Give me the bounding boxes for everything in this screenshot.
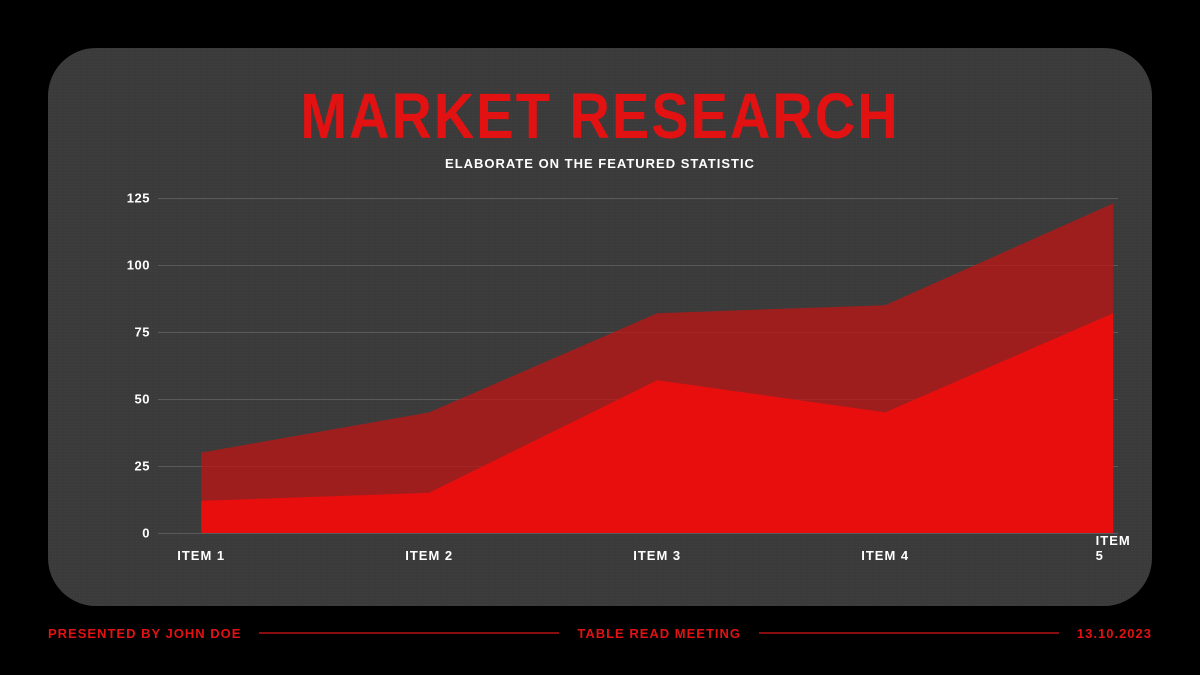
x-tick-label: ITEM 3	[633, 548, 681, 563]
x-tick-label: ITEM 5	[1096, 533, 1131, 563]
footer-date: 13.10.2023	[1077, 626, 1152, 641]
y-tick-label: 100	[118, 258, 150, 273]
y-tick-label: 0	[118, 526, 150, 541]
y-tick-label: 50	[118, 392, 150, 407]
grid-line	[158, 533, 1118, 534]
footer-meeting: TABLE READ MEETING	[577, 626, 741, 641]
slide-title: MARKET RESEARCH	[48, 78, 1152, 153]
chart-area: 0255075100125 ITEM 1ITEM 2ITEM 3ITEM 4IT…	[118, 198, 1118, 563]
footer-presenter: PRESENTED BY JOHN DOE	[48, 626, 241, 641]
y-tick-label: 125	[118, 191, 150, 206]
slide-card: MARKET RESEARCH ELABORATE ON THE FEATURE…	[48, 48, 1152, 606]
area-chart-svg	[158, 198, 1118, 533]
x-tick-label: ITEM 1	[177, 548, 225, 563]
slide-subtitle: ELABORATE ON THE FEATURED STATISTIC	[48, 156, 1152, 171]
y-tick-label: 25	[118, 459, 150, 474]
x-tick-label: ITEM 4	[861, 548, 909, 563]
y-tick-label: 75	[118, 325, 150, 340]
footer: PRESENTED BY JOHN DOE TABLE READ MEETING…	[48, 621, 1152, 645]
x-tick-label: ITEM 2	[405, 548, 453, 563]
plot-box	[158, 198, 1118, 533]
